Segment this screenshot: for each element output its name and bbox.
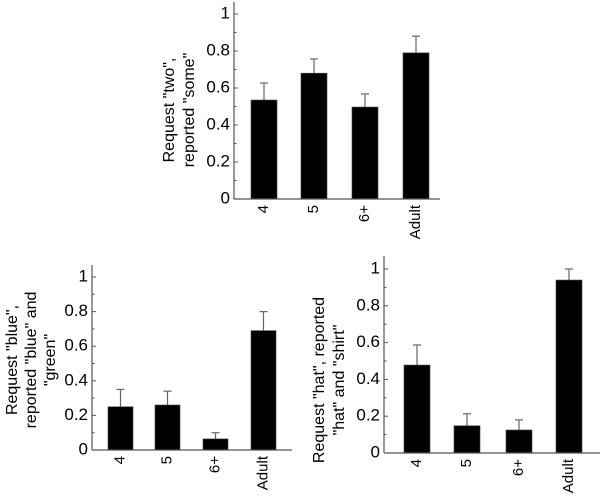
bar-6plus xyxy=(351,93,379,200)
y-tick-label: 0.4 xyxy=(206,114,230,133)
y-tick-label: 0 xyxy=(79,439,88,458)
x-tick-label: 6+ xyxy=(206,456,223,473)
x-tick-label: Adult xyxy=(407,204,424,239)
y-tick-label: 0.2 xyxy=(206,151,230,170)
y-tick-label: 0.8 xyxy=(356,295,380,314)
y-tick-label: 0 xyxy=(221,188,230,207)
bar-6plus xyxy=(505,419,533,454)
y-tick-label: 0.6 xyxy=(206,77,230,96)
x-tick-label: 6+ xyxy=(356,205,373,222)
bar-4 xyxy=(250,82,278,200)
y-tick-label: 1 xyxy=(79,266,88,285)
x-tick-label: Adult xyxy=(560,458,577,493)
y-tick-label: 0.8 xyxy=(64,301,88,320)
y-tick-label: 0.4 xyxy=(64,370,88,389)
y-tick-label: 0.6 xyxy=(356,332,380,351)
y-axis-label: reported "blue" and xyxy=(23,292,40,429)
bar-4 xyxy=(403,344,431,454)
y-tick-label: 0 xyxy=(371,442,380,461)
y-tick-label: 1 xyxy=(221,3,230,22)
x-tick-label: 4 xyxy=(255,205,272,213)
bar-rect xyxy=(555,279,583,454)
y-axis-label: "hat" and "shirt" xyxy=(331,325,348,436)
y-tick-label: 0.8 xyxy=(206,40,230,59)
bar-rect xyxy=(300,72,328,200)
x-tick-label: 4 xyxy=(408,459,425,467)
bar-4 xyxy=(107,388,134,451)
y-tick-label: 0.2 xyxy=(64,405,88,424)
bar-rect xyxy=(351,106,379,200)
y-axis-label: "green" xyxy=(42,334,59,386)
x-tick-label: 5 xyxy=(458,459,475,467)
bar-rect xyxy=(453,425,481,454)
bar-rect xyxy=(250,330,277,451)
y-tick-label: 1 xyxy=(371,258,380,277)
chart-bottom-right: 4 5 6+ Adult 0 0.2 0.4 0.6 0.8 1 Request "hat", re… xyxy=(311,256,600,493)
bar-rect xyxy=(505,429,533,454)
bar-rect xyxy=(154,404,181,451)
bar-rect xyxy=(402,52,430,200)
x-tick-label: 6+ xyxy=(510,459,527,476)
bar-6plus xyxy=(202,432,229,451)
y-axis-label: reported "some" xyxy=(181,53,198,168)
chart-bottom-left: 4 5 6+ Adult 0 0.2 0.4 0.6 0.8 1 Request "blue", re… xyxy=(4,265,292,490)
bar-rect xyxy=(107,406,134,451)
y-axis-label: Request "hat", reported xyxy=(311,297,328,463)
x-tick-label: 5 xyxy=(305,205,322,213)
x-tick-label: 4 xyxy=(111,456,128,464)
y-tick-label: 0.4 xyxy=(356,369,380,388)
bar-rect xyxy=(403,364,431,454)
bar-5 xyxy=(453,413,481,454)
y-tick-label: 0.2 xyxy=(356,406,380,425)
bar-5 xyxy=(300,58,328,200)
chart-top: 4 5 6+ Adult 0 0.2 0.4 0.6 0.8 1 Request "two", rep… xyxy=(161,2,440,239)
y-axis-label: Request "two", xyxy=(161,58,178,163)
y-axis-label: Request "blue", xyxy=(4,305,21,415)
bar-adult xyxy=(250,311,277,451)
bar-rect xyxy=(250,99,278,200)
bar-adult xyxy=(402,35,430,200)
bar-adult xyxy=(555,268,583,454)
x-tick-label: Adult xyxy=(254,455,271,490)
y-tick-label: 0.6 xyxy=(64,336,88,355)
bar-5 xyxy=(154,390,181,451)
bar-rect xyxy=(202,438,229,451)
x-tick-label: 5 xyxy=(158,456,175,464)
